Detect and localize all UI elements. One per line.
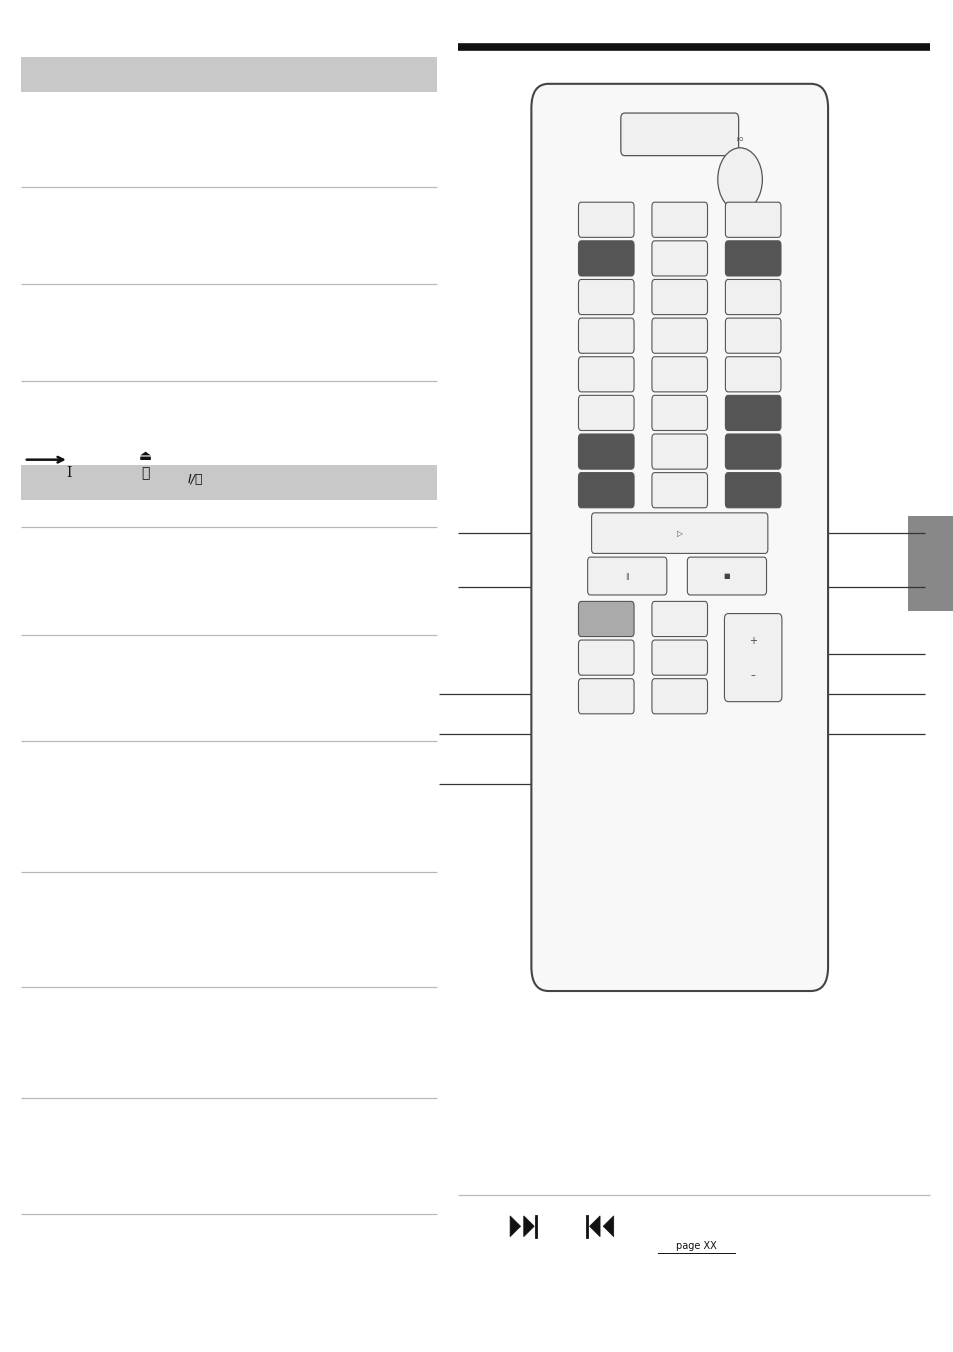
Polygon shape <box>589 1215 599 1237</box>
Text: ▷: ▷ <box>676 529 682 538</box>
FancyBboxPatch shape <box>578 280 634 315</box>
FancyBboxPatch shape <box>724 395 781 430</box>
FancyBboxPatch shape <box>724 357 781 392</box>
FancyBboxPatch shape <box>578 357 634 392</box>
FancyBboxPatch shape <box>651 679 707 714</box>
Text: I/ⵔ: I/ⵔ <box>736 137 743 141</box>
FancyBboxPatch shape <box>724 318 781 353</box>
FancyBboxPatch shape <box>651 473 707 508</box>
FancyBboxPatch shape <box>723 614 781 702</box>
FancyBboxPatch shape <box>651 434 707 469</box>
Text: ⏏: ⏏ <box>138 449 152 462</box>
FancyBboxPatch shape <box>651 639 707 675</box>
FancyBboxPatch shape <box>578 434 634 469</box>
FancyBboxPatch shape <box>578 679 634 714</box>
Text: I: I <box>66 466 71 480</box>
FancyBboxPatch shape <box>651 280 707 315</box>
FancyBboxPatch shape <box>651 203 707 238</box>
FancyBboxPatch shape <box>651 357 707 392</box>
FancyBboxPatch shape <box>651 241 707 276</box>
Text: +: + <box>748 635 757 646</box>
FancyBboxPatch shape <box>578 602 634 637</box>
FancyBboxPatch shape <box>686 557 766 595</box>
FancyBboxPatch shape <box>620 114 738 155</box>
Bar <box>21 465 436 500</box>
FancyBboxPatch shape <box>578 473 634 508</box>
FancyBboxPatch shape <box>724 241 781 276</box>
Polygon shape <box>510 1215 520 1237</box>
FancyBboxPatch shape <box>651 395 707 430</box>
FancyBboxPatch shape <box>651 318 707 353</box>
Bar <box>907 516 953 611</box>
FancyBboxPatch shape <box>724 203 781 238</box>
FancyBboxPatch shape <box>578 318 634 353</box>
Bar <box>21 57 436 92</box>
Text: ⏻: ⏻ <box>141 466 149 480</box>
FancyBboxPatch shape <box>578 395 634 430</box>
Text: ■: ■ <box>723 573 729 579</box>
Text: I/⎉: I/⎉ <box>188 473 203 487</box>
FancyBboxPatch shape <box>591 512 767 553</box>
FancyBboxPatch shape <box>724 473 781 508</box>
Text: ‖: ‖ <box>625 572 628 580</box>
FancyBboxPatch shape <box>578 203 634 238</box>
FancyBboxPatch shape <box>651 602 707 637</box>
FancyBboxPatch shape <box>578 639 634 675</box>
Circle shape <box>717 147 761 211</box>
FancyBboxPatch shape <box>578 241 634 276</box>
Text: page XX: page XX <box>676 1241 716 1251</box>
Text: –: – <box>750 669 755 680</box>
FancyBboxPatch shape <box>724 434 781 469</box>
FancyBboxPatch shape <box>531 84 827 991</box>
Polygon shape <box>523 1215 534 1237</box>
FancyBboxPatch shape <box>724 280 781 315</box>
FancyBboxPatch shape <box>587 557 666 595</box>
Polygon shape <box>602 1215 613 1237</box>
